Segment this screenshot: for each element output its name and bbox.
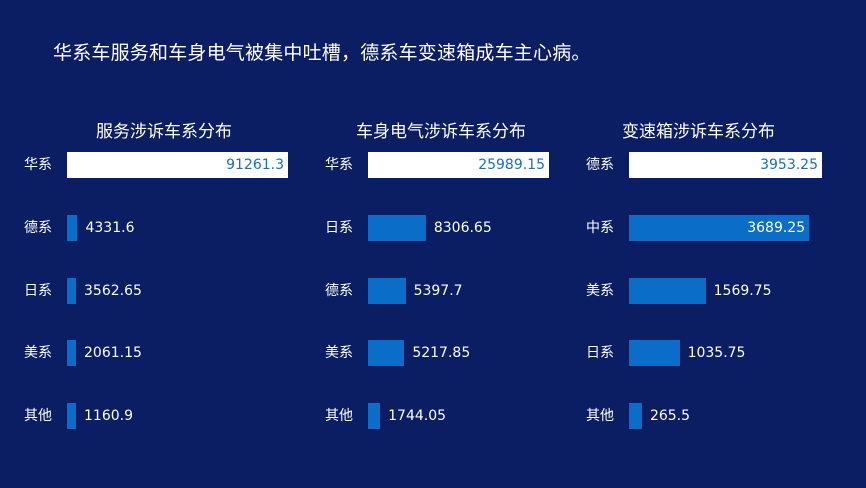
- value-label: 1160.9: [84, 408, 133, 424]
- category-label: 美系: [24, 345, 52, 361]
- bar: [67, 403, 76, 429]
- bar: [629, 152, 822, 178]
- bar: [629, 278, 706, 304]
- chart-panel-2: 车身电气涉诉车系分布 华系 25989.15 日系 8306.65 德系 5397.7 美系 5…: [325, 0, 615, 488]
- value-label: 1569.75: [713, 283, 772, 299]
- category-label: 其他: [586, 408, 614, 424]
- chart-panel-3: 变速箱涉诉车系分布 德系 3953.25 中系 3689.25 美系 1569.75 日系 10…: [586, 0, 866, 488]
- bar: [629, 340, 680, 366]
- value-label: 2061.15: [84, 345, 142, 361]
- category-label: 中系: [586, 220, 614, 236]
- bar: [368, 215, 426, 241]
- bar: [67, 215, 78, 241]
- chart-title: 车身电气涉诉车系分布: [356, 122, 526, 142]
- bar: [67, 278, 76, 304]
- value-label: 8306.65: [433, 220, 492, 236]
- value-label: 1035.75: [687, 345, 746, 361]
- value-label: 3562.65: [84, 283, 142, 299]
- value-label: 1744.05: [388, 408, 447, 424]
- chart-title: 服务涉诉车系分布: [96, 122, 232, 142]
- bar: [629, 215, 810, 241]
- value-label: 5397.7: [413, 283, 463, 299]
- category-label: 日系: [24, 283, 52, 299]
- category-label: 华系: [24, 157, 52, 173]
- category-label: 其他: [325, 408, 353, 424]
- category-label: 日系: [325, 220, 353, 236]
- value-label: 25989.15: [478, 157, 545, 173]
- page-headline: 华系车服务和车身电气被集中吐槽，德系车变速箱成车主心病。: [53, 42, 591, 64]
- bar: [629, 403, 642, 429]
- bar: [368, 152, 549, 178]
- value-label: 265.5: [649, 408, 691, 424]
- category-label: 美系: [586, 283, 614, 299]
- category-label: 德系: [586, 157, 614, 173]
- category-label: 华系: [325, 157, 353, 173]
- category-label: 美系: [325, 345, 353, 361]
- category-label: 德系: [325, 283, 353, 299]
- category-label: 德系: [24, 220, 52, 236]
- category-label: 日系: [586, 345, 614, 361]
- bar: [67, 340, 76, 366]
- category-label: 其他: [24, 408, 52, 424]
- value-label: 3953.25: [760, 157, 818, 173]
- value-label: 3689.25: [747, 220, 806, 236]
- value-label: 4331.6: [85, 220, 135, 236]
- chart-title: 变速箱涉诉车系分布: [622, 122, 775, 142]
- value-label: 91261.3: [226, 157, 284, 173]
- bar: [67, 152, 288, 178]
- bar: [368, 403, 381, 429]
- bar: [368, 278, 406, 304]
- chart-panel-1: 服务涉诉车系分布华系 91261.3 德系 4331.6 日系 3562.65 美系 2061…: [24, 0, 314, 488]
- value-label: 5217.85: [412, 345, 471, 361]
- bar: [368, 340, 405, 366]
